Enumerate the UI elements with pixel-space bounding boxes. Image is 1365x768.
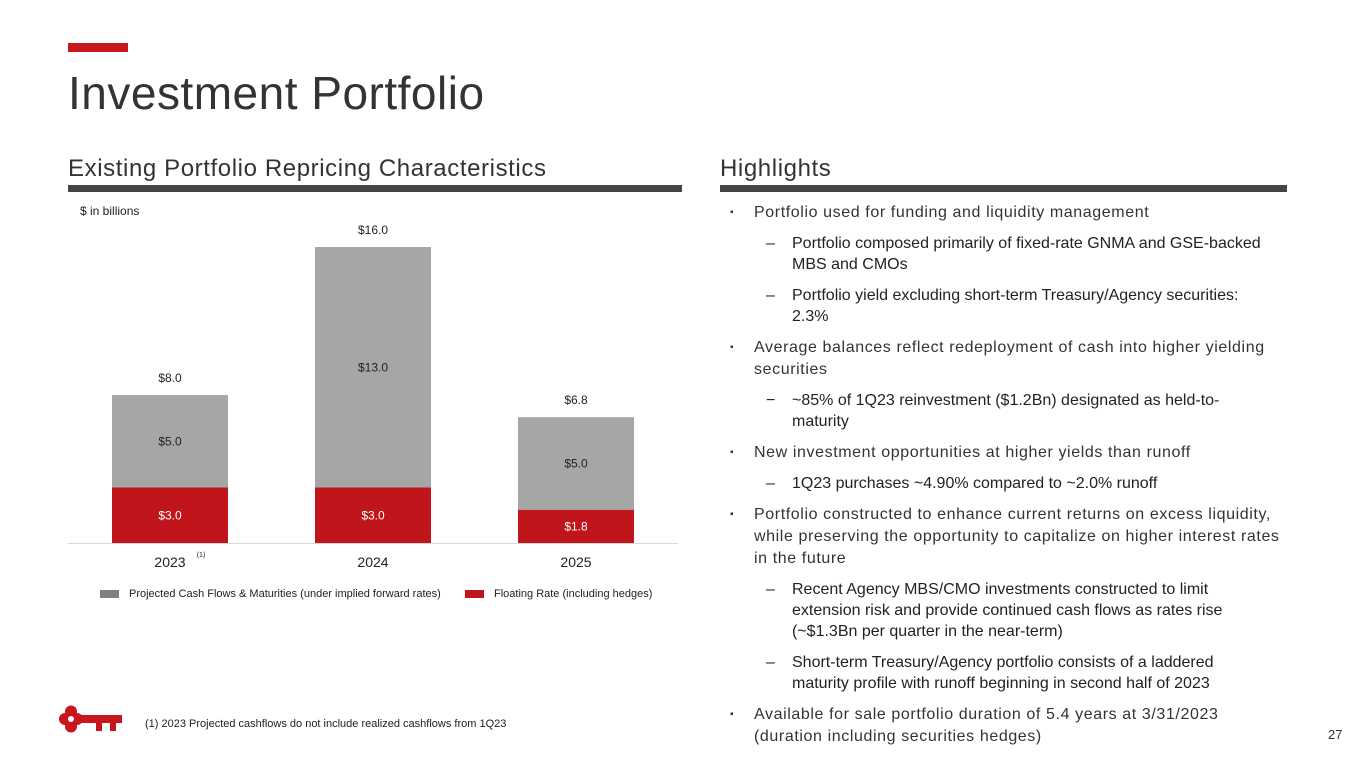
key-icon [59, 705, 122, 733]
highlight-item: ▪ Average balances reflect redeployment o… [730, 337, 1290, 381]
legend-swatch-floating [465, 590, 484, 598]
dash-icon: – [766, 475, 775, 492]
dash-icon: – [766, 235, 775, 252]
dash-icon: – [766, 287, 775, 304]
data-label-projected: $13.0 [358, 360, 388, 374]
total-label: $16.0 [358, 223, 388, 237]
highlight-subitem: – Recent Agency MBS/CMO investments const… [730, 579, 1272, 642]
highlight-subtext: Portfolio composed primarily of fixed-ra… [792, 235, 1261, 273]
bar-floating-rate [112, 487, 228, 543]
highlights-section-title: Highlights [720, 155, 832, 182]
data-label-projected: $5.0 [564, 456, 588, 470]
highlights-list: ▪ Portfolio used for funding and liquidit… [730, 202, 1290, 757]
highlight-item: ▪ Available for sale portfolio duration o… [730, 704, 1290, 748]
highlight-text: New investment opportunities at higher y… [754, 444, 1191, 461]
highlight-subtext: ~85% of 1Q23 reinvestment ($1.2Bn) desig… [792, 392, 1220, 430]
data-label-projected: $5.0 [158, 434, 182, 448]
bullet-icon: ▪ [730, 342, 735, 353]
x-tick-label: 2023 [154, 554, 185, 570]
bar-floating-rate [315, 487, 431, 543]
total-label: $8.0 [158, 371, 182, 385]
highlight-item: ▪ Portfolio constructed to enhance curren… [730, 504, 1290, 570]
highlight-item: ▪ New investment opportunities at higher … [730, 442, 1290, 464]
chart-units-label: $ in billions [80, 204, 140, 218]
highlight-text: Portfolio used for funding and liquidity… [754, 204, 1150, 221]
dash-icon: – [766, 581, 775, 598]
bar-projected-cash-flows [112, 395, 228, 488]
bar-floating-rate [518, 509, 634, 543]
bullet-icon: ▪ [730, 709, 735, 720]
bullet-icon: ▪ [730, 207, 735, 218]
highlight-subitem: –1Q23 purchases ~4.90% compared to ~2.0%… [730, 473, 1272, 494]
total-label: $6.8 [564, 393, 588, 407]
data-label-floating: $3.0 [158, 508, 182, 522]
legend-swatch-projected [100, 590, 119, 598]
legend-item-projected: Projected Cash Flows & Maturities (under… [100, 588, 441, 600]
legend-item-floating: Floating Rate (including hedges) [465, 588, 652, 600]
title-accent-bar [68, 43, 128, 52]
repricing-bar-chart: $3.0 $5.0 $8.0 2023 (1) $3.0 $13.0 $16.0 2024 $1.… [68, 223, 678, 570]
page-title: Investment Portfolio [68, 67, 485, 119]
highlight-subitem: – Portfolio composed primarily of fixed-r… [730, 233, 1272, 275]
data-label-floating: $3.0 [361, 508, 385, 522]
dash-icon: – [766, 654, 775, 671]
chart-section-title: Existing Portfolio Repricing Characteris… [68, 155, 547, 182]
highlight-subtext: Short-term Treasury/Agency portfolio con… [792, 654, 1214, 692]
highlight-text: Portfolio constructed to enhance current… [754, 506, 1280, 567]
page-number: 27 [1328, 727, 1343, 742]
highlight-item: ▪ Portfolio used for funding and liquidit… [730, 202, 1290, 224]
x-tick-footnote: (1) [197, 552, 206, 559]
bar-projected-cash-flows [315, 247, 431, 488]
legend-label-floating: Floating Rate (including hedges) [494, 588, 653, 600]
bullet-icon: ▪ [730, 509, 735, 520]
highlight-subtext: Portfolio yield excluding short-term Tre… [792, 287, 1239, 325]
footnote: (1) 2023 Projected cashflows do not incl… [145, 718, 507, 730]
highlight-subitem: – Short-term Treasury/Agency portfolio co… [730, 652, 1272, 694]
data-label-floating: $1.8 [564, 519, 588, 533]
highlight-subitem: − ~85% of 1Q23 reinvestment ($1.2Bn) desi… [730, 390, 1272, 432]
highlights-section-rule [720, 185, 1287, 192]
highlight-subtext: Recent Agency MBS/CMO investments constr… [792, 581, 1223, 640]
highlight-text: Average balances reflect redeployment of… [754, 339, 1265, 378]
bar-projected-cash-flows [518, 417, 634, 510]
x-tick-label: 2024 [357, 554, 388, 570]
x-tick-label: 2025 [560, 554, 591, 570]
highlight-text: Available for sale portfolio duration of… [754, 706, 1219, 745]
chart-section-rule [68, 185, 682, 192]
highlight-subtext: 1Q23 purchases ~4.90% compared to ~2.0% … [792, 475, 1158, 492]
bullet-icon: ▪ [730, 447, 735, 458]
highlight-subitem: – Portfolio yield excluding short-term Tr… [730, 285, 1272, 327]
dash-icon: − [766, 392, 776, 409]
legend-label-projected: Projected Cash Flows & Maturities (under… [129, 588, 441, 600]
